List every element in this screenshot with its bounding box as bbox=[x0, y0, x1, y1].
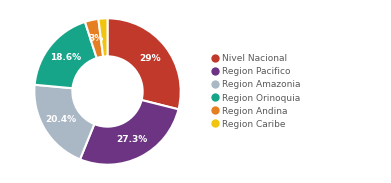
Text: 18.6%: 18.6% bbox=[50, 53, 81, 62]
Text: 3%: 3% bbox=[88, 34, 103, 43]
Wedge shape bbox=[80, 100, 179, 165]
Wedge shape bbox=[35, 22, 97, 88]
Wedge shape bbox=[34, 85, 94, 159]
Wedge shape bbox=[99, 18, 108, 57]
Text: 27.3%: 27.3% bbox=[117, 135, 148, 144]
Text: 29%: 29% bbox=[140, 54, 161, 63]
Text: 20.4%: 20.4% bbox=[46, 115, 77, 124]
Legend: Nivel Nacional, Region Pacifico, Region Amazonia, Region Orinoquia, Region Andin: Nivel Nacional, Region Pacifico, Region … bbox=[213, 54, 300, 129]
Wedge shape bbox=[108, 18, 181, 109]
Wedge shape bbox=[85, 19, 103, 58]
